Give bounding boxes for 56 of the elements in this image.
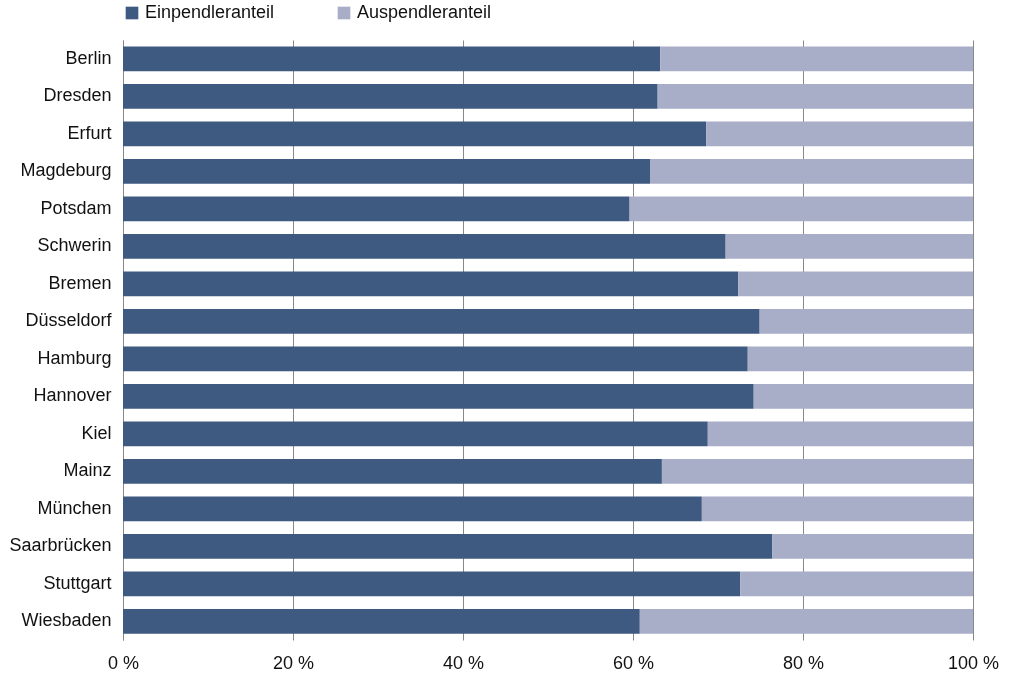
- bar: [123, 158, 650, 184]
- bar: [123, 196, 630, 222]
- y-tick-label: Hamburg: [37, 347, 112, 368]
- x-tick-label: 0 %: [107, 652, 140, 673]
- bar: [657, 83, 973, 109]
- x-tick-label: 60 %: [612, 652, 655, 673]
- bar: [701, 496, 973, 522]
- bar: [660, 46, 973, 72]
- y-tick-label: Kiel: [81, 422, 112, 443]
- legend-label: Auspendleranteil: [357, 2, 492, 22]
- bar: [123, 496, 702, 522]
- bar: [123, 571, 741, 597]
- bar: [123, 608, 640, 634]
- bar: [706, 121, 973, 147]
- y-tick-label: Magdeburg: [20, 160, 112, 181]
- bar: [725, 233, 973, 259]
- legend-label: Einpendleranteil: [145, 2, 275, 22]
- bar: [123, 383, 754, 409]
- bar: [740, 571, 973, 597]
- y-tick-label: Erfurt: [67, 122, 112, 143]
- x-tick-label: 80 %: [782, 652, 825, 673]
- bar: [123, 308, 760, 334]
- bar: [629, 196, 973, 222]
- x-tick-label: 40 %: [442, 652, 485, 673]
- x-tick-label: 20 %: [272, 652, 315, 673]
- bar: [747, 346, 973, 372]
- bar: [759, 308, 973, 334]
- y-tick-label: Wiesbaden: [21, 610, 112, 631]
- bar: [123, 533, 773, 559]
- bar: [650, 158, 973, 184]
- y-tick-label: Hannover: [33, 385, 112, 406]
- bar: [123, 233, 726, 259]
- bar: [123, 271, 739, 297]
- y-tick-label: Saarbrücken: [9, 535, 112, 556]
- bar: [123, 346, 748, 372]
- y-tick-label: Bremen: [48, 272, 112, 293]
- y-tick-label: Dresden: [43, 85, 112, 106]
- x-tick-label: 100 %: [947, 652, 1000, 673]
- y-tick-label: Berlin: [65, 47, 112, 68]
- bar: [738, 271, 973, 297]
- bar: [123, 458, 662, 484]
- bar: [123, 421, 708, 447]
- bar: [661, 458, 973, 484]
- y-tick-label: Mainz: [63, 460, 112, 481]
- bar: [772, 533, 973, 559]
- bar: [123, 121, 707, 147]
- y-tick-label: Schwerin: [37, 235, 112, 256]
- y-tick-label: Düsseldorf: [25, 310, 113, 331]
- bar: [123, 83, 658, 109]
- bar: [707, 421, 973, 447]
- y-tick-label: Stuttgart: [43, 572, 112, 593]
- bar: [753, 383, 973, 409]
- y-tick-label: Potsdam: [40, 197, 112, 218]
- bar: [123, 46, 661, 72]
- bar: [639, 608, 973, 634]
- y-tick-label: München: [37, 497, 112, 518]
